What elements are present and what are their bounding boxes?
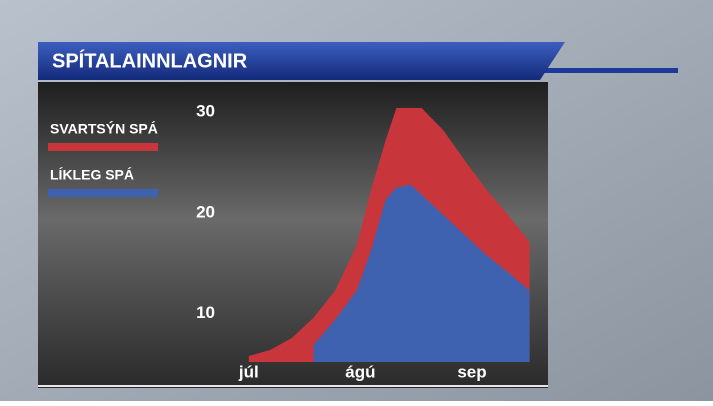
area [313, 184, 530, 362]
y-tick-label: 10 [196, 303, 215, 322]
y-tick-label: 30 [196, 102, 215, 121]
chart-title: SPÍTALAINNLAGNIR [52, 49, 248, 72]
legend-swatch [48, 143, 158, 151]
legend-swatch [48, 189, 158, 197]
x-tick-label: ágú [345, 362, 375, 381]
x-tick-label: júl [238, 362, 259, 381]
x-tick-label: sep [457, 362, 486, 381]
y-tick-label: 20 [196, 202, 215, 221]
title-banner [38, 42, 565, 80]
legend-label: LÍKLEG SPÁ [50, 167, 134, 183]
legend-label: SVARTSÝN SPÁ [50, 120, 158, 137]
